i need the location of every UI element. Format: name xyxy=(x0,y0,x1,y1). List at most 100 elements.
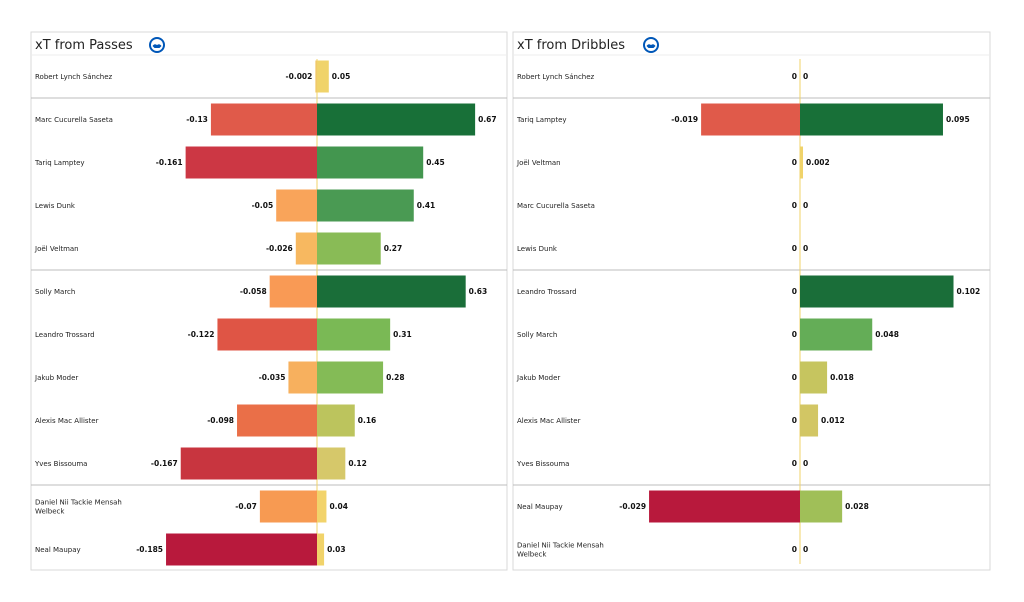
value-label-negative: 0 xyxy=(792,72,797,81)
player-row: Marc Cucurella Saseta 0 0 xyxy=(517,201,808,210)
value-label-negative: 0 xyxy=(792,287,797,296)
value-label-positive: 0.16 xyxy=(358,416,377,425)
value-label-positive: 0.45 xyxy=(426,158,445,167)
value-label-positive: 0.27 xyxy=(384,244,403,253)
player-row: Jakub Moder -0.035 0.28 xyxy=(34,361,405,394)
value-label-positive: 0.028 xyxy=(845,502,869,511)
value-label-positive: 0.048 xyxy=(875,330,899,339)
value-label-negative: -0.019 xyxy=(671,115,698,124)
player-row: Yves Bissouma 0 0 xyxy=(516,459,808,468)
player-row: Joël Veltman -0.026 0.27 xyxy=(34,232,403,265)
value-label-positive: 0.012 xyxy=(821,416,845,425)
bar-negative xyxy=(269,275,317,308)
player-name: Robert Lynch Sánchez xyxy=(35,73,113,81)
player-row: Joël Veltman 0 0.002 xyxy=(516,146,830,179)
player-name: Marc Cucurella Saseta xyxy=(517,202,595,210)
bar-positive xyxy=(317,60,329,93)
value-label-positive: 0 xyxy=(803,545,808,554)
value-label-positive: 0 xyxy=(803,72,808,81)
bar-positive xyxy=(317,533,325,566)
value-label-positive: 0.002 xyxy=(806,158,830,167)
player-row: Neal Maupay -0.029 0.028 xyxy=(517,490,869,523)
player-name: Lewis Dunk xyxy=(35,202,76,210)
player-name: Tariq Lamptey xyxy=(34,159,85,167)
bar-positive xyxy=(317,146,424,179)
value-label-negative: -0.07 xyxy=(235,502,257,511)
panel-frame xyxy=(512,31,991,571)
player-name: Alexis Mac Allister xyxy=(35,417,99,425)
bar-positive xyxy=(800,275,954,308)
chart-title: xT from Passes xyxy=(35,38,133,53)
bar-positive xyxy=(317,189,414,222)
value-label-positive: 0.28 xyxy=(386,373,405,382)
bar-positive xyxy=(800,404,819,437)
value-label-negative: -0.002 xyxy=(286,72,313,81)
value-label-negative: -0.029 xyxy=(619,502,646,511)
bar-negative xyxy=(701,103,800,136)
brighton-crest-icon xyxy=(643,37,659,53)
bar-positive xyxy=(800,318,873,351)
value-label-negative: -0.035 xyxy=(259,373,286,382)
value-label-negative: 0 xyxy=(792,416,797,425)
panel-frame xyxy=(30,31,508,571)
chart-panel-passes: xT from Passes Robert Lynch Sánchez -0.002… xyxy=(30,31,508,571)
value-label-positive: 0.41 xyxy=(417,201,436,210)
player-row: Jakub Moder 0 0.018 xyxy=(516,361,854,394)
player-row: Solly March 0 0.048 xyxy=(517,318,899,351)
bar-positive xyxy=(317,103,476,136)
player-name: Solly March xyxy=(517,331,557,339)
value-label-negative: -0.05 xyxy=(252,201,274,210)
player-name: Leandro Trossard xyxy=(35,331,95,339)
bar-positive xyxy=(317,404,355,437)
player-name: Tariq Lamptey xyxy=(516,116,567,124)
bar-negative xyxy=(166,533,317,566)
player-name: Leandro Trossard xyxy=(517,288,577,296)
bar-negative xyxy=(217,318,317,351)
bar-negative xyxy=(237,404,317,437)
player-name: Joël Veltman xyxy=(34,245,79,253)
bar-positive xyxy=(317,361,384,394)
value-label-negative: 0 xyxy=(792,545,797,554)
player-row: Leandro Trossard -0.122 0.31 xyxy=(35,318,412,351)
value-label-positive: 0.095 xyxy=(946,115,970,124)
value-label-positive: 0 xyxy=(803,459,808,468)
value-label-negative: -0.098 xyxy=(207,416,234,425)
value-label-positive: 0.63 xyxy=(469,287,488,296)
value-label-positive: 0 xyxy=(803,244,808,253)
value-label-negative: 0 xyxy=(792,158,797,167)
player-name: Joël Veltman xyxy=(516,159,561,167)
bar-positive xyxy=(800,103,943,136)
value-label-positive: 0.03 xyxy=(327,545,346,554)
player-name: Lewis Dunk xyxy=(517,245,558,253)
player-row: Marc Cucurella Saseta -0.13 0.67 xyxy=(35,103,497,136)
value-label-negative: -0.026 xyxy=(266,244,293,253)
player-name: Daniel Nii Tackie Mensah Welbeck xyxy=(517,542,604,559)
value-label-negative: -0.058 xyxy=(240,287,267,296)
player-row: Neal Maupay -0.185 0.03 xyxy=(35,533,346,566)
value-label-positive: 0.12 xyxy=(348,459,367,468)
bar-negative xyxy=(276,189,317,222)
value-label-negative: -0.122 xyxy=(188,330,215,339)
value-label-positive: 0.102 xyxy=(957,287,981,296)
value-label-positive: 0.67 xyxy=(478,115,497,124)
bar-negative xyxy=(315,60,317,93)
player-name: Solly March xyxy=(35,288,75,296)
value-label-negative: 0 xyxy=(792,201,797,210)
player-row: Robert Lynch Sánchez -0.002 0.05 xyxy=(35,60,350,93)
bar-positive xyxy=(317,447,346,480)
bar-negative xyxy=(185,146,317,179)
player-row: Daniel Nii Tackie Mensah Welbeck 0 0 xyxy=(517,542,808,559)
player-row: Alexis Mac Allister -0.098 0.16 xyxy=(35,404,377,437)
bar-negative xyxy=(295,232,317,265)
value-label-negative: -0.13 xyxy=(186,115,208,124)
bar-positive xyxy=(800,361,828,394)
bar-positive xyxy=(800,146,804,179)
brighton-crest-icon xyxy=(149,37,165,53)
bar-negative xyxy=(288,361,317,394)
player-name: Daniel Nii Tackie Mensah Welbeck xyxy=(35,499,122,516)
value-label-negative: -0.185 xyxy=(136,545,163,554)
player-row: Robert Lynch Sánchez 0 0 xyxy=(517,72,808,81)
value-label-positive: 0.04 xyxy=(329,502,348,511)
